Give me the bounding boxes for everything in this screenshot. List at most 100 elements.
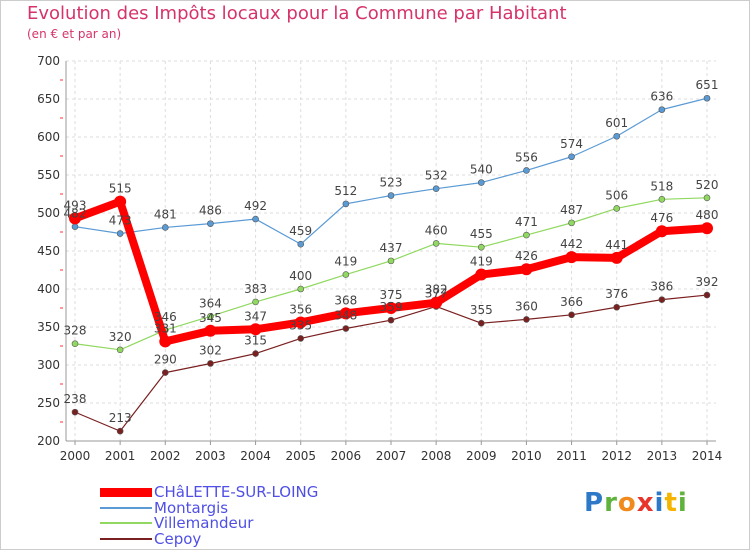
data-point-cepoy-2007 (387, 316, 395, 324)
data-label-montargis-2007: 523 (380, 176, 403, 190)
x-tick-label-2014: 2014 (692, 449, 723, 463)
data-label-montargis-2009: 540 (470, 163, 493, 177)
x-tick-label-2001: 2001 (105, 449, 136, 463)
x-tick-label-2011: 2011 (556, 449, 587, 463)
data-point-montargis-2000 (71, 223, 79, 230)
data-label-montargis-2003: 486 (199, 204, 222, 218)
data-label-ch-lette-sur-loing-2008: 382 (425, 283, 448, 297)
data-label-montargis-2014: 651 (696, 78, 719, 92)
data-point-cepoy-2001 (116, 427, 124, 435)
data-point-cepoy-2014 (703, 291, 711, 299)
data-point-villemandeur-2009 (477, 243, 485, 251)
data-label-villemandeur-2003: 364 (199, 296, 222, 310)
data-point-montargis-2014 (703, 94, 711, 102)
data-label-cepoy-2000: 238 (64, 392, 87, 406)
data-point-ch-lette-sur-loing-2002 (159, 335, 172, 348)
data-point-ch-lette-sur-loing-2007 (385, 302, 397, 314)
data-label-ch-lette-sur-loing-2000: 493 (64, 198, 87, 212)
data-label-ch-lette-sur-loing-2002: 331 (154, 321, 177, 335)
y-tick-label-700: 700 (37, 54, 60, 68)
legend-item-cepoy[interactable]: Cepoy (100, 531, 400, 547)
data-label-montargis-2004: 492 (244, 199, 267, 213)
data-label-montargis-2001: 473 (109, 214, 132, 228)
data-label-villemandeur-2012: 506 (605, 188, 628, 202)
data-point-villemandeur-2010 (523, 231, 530, 239)
data-point-montargis-2012 (613, 132, 621, 140)
data-point-montargis-2009 (477, 179, 485, 186)
data-label-cepoy-2004: 315 (244, 334, 267, 348)
data-point-cepoy-2010 (523, 316, 530, 323)
legend-label-montargis: Montargis (154, 498, 229, 517)
x-tick-label-2000: 2000 (60, 449, 91, 463)
legend-item-chalette[interactable]: CHâLETTE-SUR-LOING (100, 484, 400, 500)
data-point-villemandeur-2004 (252, 298, 259, 306)
data-label-montargis-2005: 459 (289, 224, 312, 238)
data-point-ch-lette-sur-loing-2006 (339, 307, 352, 320)
data-point-cepoy-2002 (161, 369, 169, 376)
data-label-ch-lette-sur-loing-2003: 345 (199, 311, 222, 325)
legend-swatch-villemandeur (100, 522, 152, 524)
x-tick-label-2010: 2010 (511, 449, 542, 463)
data-point-montargis-2006 (342, 200, 350, 208)
y-tick-label-450: 450 (37, 244, 60, 258)
data-label-cepoy-2002: 290 (154, 353, 177, 367)
data-point-villemandeur-2006 (342, 271, 350, 278)
data-label-ch-lette-sur-loing-2013: 476 (650, 211, 673, 225)
data-point-cepoy-2013 (658, 296, 666, 303)
data-label-villemandeur-2007: 437 (380, 241, 403, 255)
data-label-ch-lette-sur-loing-2004: 347 (244, 309, 267, 323)
chart-title: Evolution des Impôts locaux pour la Comm… (27, 3, 567, 24)
logo-letter-t: t (664, 488, 678, 518)
x-tick-label-2009: 2009 (466, 449, 497, 463)
data-label-ch-lette-sur-loing-2005: 356 (289, 302, 312, 316)
proxiti-logo: Proxiti (584, 488, 688, 518)
data-point-montargis-2008 (432, 185, 440, 192)
y-tick-label-200: 200 (37, 434, 60, 448)
data-point-cepoy-2012 (613, 303, 621, 311)
data-label-ch-lette-sur-loing-2014: 480 (696, 208, 719, 222)
data-label-montargis-2000: 482 (64, 207, 87, 221)
data-point-cepoy-2005 (297, 335, 305, 342)
data-label-villemandeur-2000: 328 (64, 324, 87, 338)
data-label-villemandeur-2013: 518 (650, 179, 673, 193)
data-point-montargis-2003 (207, 220, 214, 227)
data-label-villemandeur-2014: 520 (696, 178, 719, 192)
logo-letter-o: o (617, 488, 637, 518)
data-point-montargis-2004 (252, 215, 259, 223)
data-label-villemandeur-2002: 346 (154, 310, 177, 324)
data-point-ch-lette-sur-loing-2001 (114, 195, 127, 208)
data-point-montargis-2001 (116, 230, 124, 237)
x-tick-label-2004: 2004 (240, 449, 271, 463)
data-label-montargis-2012: 601 (605, 116, 628, 130)
data-point-cepoy-2004 (252, 350, 259, 357)
data-label-ch-lette-sur-loing-2001: 515 (109, 182, 132, 196)
logo-letter-x: x (636, 488, 655, 518)
x-tick-label-2005: 2005 (285, 449, 316, 463)
data-label-villemandeur-2001: 320 (109, 330, 132, 344)
data-label-montargis-2010: 556 (515, 150, 538, 164)
data-point-ch-lette-sur-loing-2005 (294, 316, 307, 329)
legend-label-villemandeur: Villemandeur (154, 514, 254, 532)
data-point-montargis-2013 (658, 106, 666, 113)
data-label-cepoy-2009: 355 (470, 303, 493, 317)
y-tick-label-250: 250 (37, 396, 60, 410)
data-label-montargis-2002: 481 (154, 207, 177, 221)
y-tick-label-650: 650 (37, 92, 60, 106)
data-label-cepoy-2001: 213 (109, 411, 132, 425)
x-tick-label-2002: 2002 (150, 449, 181, 463)
data-label-ch-lette-sur-loing-2007: 375 (380, 288, 403, 302)
data-label-montargis-2006: 512 (334, 184, 357, 198)
data-point-villemandeur-2000 (71, 340, 79, 348)
legend-item-montargis[interactable]: Montargis (100, 500, 400, 516)
x-tick-label-2006: 2006 (331, 449, 362, 463)
legend-swatch-cepoy (100, 537, 152, 540)
data-label-montargis-2013: 636 (650, 90, 673, 104)
data-label-cepoy-2010: 360 (515, 299, 538, 313)
data-label-cepoy-2013: 386 (650, 280, 673, 294)
data-label-cepoy-2007: 359 (380, 300, 403, 314)
legend-item-villemandeur[interactable]: Villemandeur (100, 515, 400, 531)
data-label-cepoy-2008: 377 (425, 286, 448, 300)
logo-letter-p: P (584, 488, 605, 518)
data-point-villemandeur-2013 (658, 196, 666, 203)
